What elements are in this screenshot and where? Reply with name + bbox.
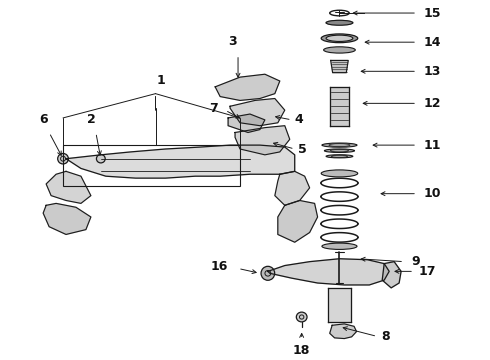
- Text: 3: 3: [228, 35, 236, 48]
- Polygon shape: [382, 262, 401, 288]
- Text: 2: 2: [87, 113, 95, 126]
- Text: 9: 9: [411, 255, 419, 268]
- Text: 16: 16: [211, 260, 228, 273]
- Polygon shape: [331, 60, 348, 73]
- Ellipse shape: [321, 34, 358, 43]
- Polygon shape: [278, 201, 318, 242]
- Ellipse shape: [97, 154, 105, 163]
- Text: 12: 12: [424, 97, 441, 110]
- Polygon shape: [275, 171, 310, 205]
- Text: 5: 5: [298, 143, 306, 156]
- Text: 13: 13: [424, 65, 441, 78]
- Text: 1: 1: [156, 74, 165, 87]
- Text: 15: 15: [424, 6, 441, 19]
- Text: 6: 6: [39, 113, 48, 126]
- Text: 18: 18: [293, 344, 310, 357]
- Polygon shape: [330, 324, 357, 338]
- Polygon shape: [268, 259, 389, 285]
- Polygon shape: [228, 114, 265, 132]
- Ellipse shape: [58, 153, 69, 164]
- Polygon shape: [46, 171, 91, 203]
- Ellipse shape: [321, 170, 358, 177]
- Polygon shape: [235, 126, 290, 155]
- Polygon shape: [328, 288, 351, 322]
- Polygon shape: [43, 203, 91, 234]
- Text: 8: 8: [381, 330, 390, 343]
- Ellipse shape: [326, 20, 353, 25]
- Ellipse shape: [322, 243, 357, 249]
- Text: 14: 14: [424, 36, 441, 49]
- Polygon shape: [230, 99, 285, 126]
- Ellipse shape: [326, 155, 353, 158]
- Ellipse shape: [323, 47, 355, 53]
- Ellipse shape: [322, 143, 357, 147]
- Text: 11: 11: [424, 139, 441, 152]
- Text: 10: 10: [424, 187, 441, 200]
- Text: 4: 4: [294, 113, 303, 126]
- Ellipse shape: [326, 35, 353, 41]
- Ellipse shape: [261, 266, 275, 280]
- Ellipse shape: [296, 312, 307, 322]
- Polygon shape: [215, 74, 280, 100]
- Ellipse shape: [324, 149, 355, 153]
- Polygon shape: [66, 145, 294, 178]
- Polygon shape: [330, 87, 349, 126]
- Text: 17: 17: [419, 265, 437, 278]
- Text: 7: 7: [209, 102, 218, 115]
- Bar: [63, 145, 240, 186]
